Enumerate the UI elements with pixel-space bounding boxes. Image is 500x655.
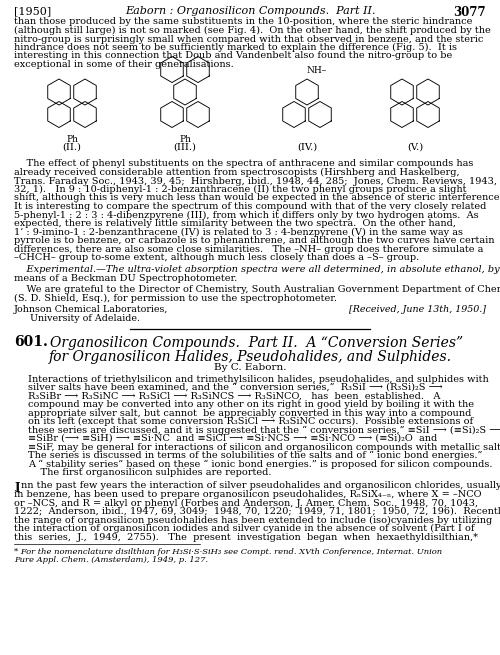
Text: Johnson Chemical Laboratories,: Johnson Chemical Laboratories,: [14, 305, 168, 314]
Text: By C. Eaborn.: By C. Eaborn.: [214, 364, 286, 373]
Text: the interaction of organosilicon iodides and silver cyanide in the absence of so: the interaction of organosilicon iodides…: [14, 524, 474, 533]
Text: 32, 1).   In 9 : 10-diphenyl-1 : 2-benzanthracene (II) the two phenyl groups pro: 32, 1). In 9 : 10-diphenyl-1 : 2-benzant…: [14, 185, 466, 194]
Text: (III.): (III.): [174, 143, 197, 151]
Text: Pure Appl. Chem. (Amsterdam), 1949, p. 127.: Pure Appl. Chem. (Amsterdam), 1949, p. 1…: [14, 555, 208, 563]
Text: already received considerable attention from spectroscopists (Hirshberg and Hask: already received considerable attention …: [14, 168, 460, 177]
Text: It is interesting to compare the spectrum of this compound with that of the very: It is interesting to compare the spectru…: [14, 202, 486, 211]
Text: these series are discussed, and it is suggested that the “ conversion series,” ≡: these series are discussed, and it is su…: [28, 426, 500, 435]
Text: or –NCS, and R = alkyl or phenyl (Forbes and Anderson, J. Amer. Chem. Soc., 1948: or –NCS, and R = alkyl or phenyl (Forbes…: [14, 498, 478, 508]
Text: differences, there are also some close similarities.   The –NH– group does there: differences, there are also some close s…: [14, 244, 484, 253]
Text: ≡SiBr (⟶ ≡SiH) ⟶ ≡Si·NC  and ≡SiCl ⟶ ≡Si·NCS ⟶ ≡Si·NCO ⟶ (≡Si)₂O  and: ≡SiBr (⟶ ≡SiH) ⟶ ≡Si·NC and ≡SiCl ⟶ ≡Si·…: [28, 434, 437, 443]
Text: 5-phenyl-1 : 2 : 3 : 4-dibenzpyrene (III), from which it differs only by two hyd: 5-phenyl-1 : 2 : 3 : 4-dibenzpyrene (III…: [14, 210, 478, 219]
Text: silver salts have been examined, and the “ conversion series,”  R₃SiI ⟶ (R₃Si)₂S: silver salts have been examined, and the…: [28, 383, 442, 392]
Text: expected, there is relatively little similarity between the two spectra.  On the: expected, there is relatively little sim…: [14, 219, 456, 228]
Text: Organosilicon Compounds.  Part II.  A “Conversion Series”: Organosilicon Compounds. Part II. A “Con…: [50, 335, 463, 350]
Text: compound may be converted into any other on its right in good yield by boiling i: compound may be converted into any other…: [28, 400, 474, 409]
Text: means of a Beckman DU Spectrophotometer.: means of a Beckman DU Spectrophotometer.: [14, 274, 237, 283]
Text: on its left (except that some conversion R₃SiCl ⟶ R₃SiNC occurs).  Possible exte: on its left (except that some conversion…: [28, 417, 473, 426]
Text: 1’ : 9-imino-1 : 2-benzanthracene (IV) is related to 3 : 4-benzpyrene (V) in the: 1’ : 9-imino-1 : 2-benzanthracene (IV) i…: [14, 227, 463, 236]
Text: Experimental.—The ultra-violet absorption spectra were all determined, in absolu: Experimental.—The ultra-violet absorptio…: [14, 265, 500, 274]
Text: pyrrole is to benzene, or carbazole is to phenanthrene, and although the two cur: pyrrole is to benzene, or carbazole is t…: [14, 236, 494, 245]
Text: I: I: [14, 481, 20, 495]
Text: University of Adelaide.: University of Adelaide.: [30, 314, 140, 323]
Text: nitro-group is surprisingly small when compared with that observed in benzene, a: nitro-group is surprisingly small when c…: [14, 35, 484, 43]
Text: Eaborn : Organosilicon Compounds.  Part II.: Eaborn : Organosilicon Compounds. Part I…: [125, 6, 375, 16]
Text: Ph: Ph: [179, 134, 191, 143]
Text: R₃SiBr ⟶ R₃SiNC ⟶ R₃SiCl ⟶ R₃SiNCS ⟶ R₃SiNCO,   has  been  established.   A: R₃SiBr ⟶ R₃SiNC ⟶ R₃SiCl ⟶ R₃SiNCS ⟶ R₃S…: [28, 392, 440, 400]
Text: 1222;  Anderson, ibid., 1947, 69, 3049;  1948, 70, 1220;  1949, 71, 1801;  1950,: 1222; Anderson, ibid., 1947, 69, 3049; 1…: [14, 507, 500, 516]
Text: (although still large) is not so marked (see Fig. 4).  On the other hand, the sh: (although still large) is not so marked …: [14, 26, 491, 35]
Text: (S. D. Shield, Esq.), for permission to use the spectrophotometer.: (S. D. Shield, Esq.), for permission to …: [14, 294, 337, 303]
Text: 601.: 601.: [14, 335, 48, 350]
Text: –CHCH– group to-some extent, although much less closely than does a –S– group.: –CHCH– group to-some extent, although mu…: [14, 253, 419, 262]
Text: appropriate silver salt, but cannot  be appreciably converted in this way into a: appropriate silver salt, but cannot be a…: [28, 409, 471, 417]
Text: The first organosilicon sulphides are reported.: The first organosilicon sulphides are re…: [28, 468, 272, 477]
Text: (V.): (V.): [407, 143, 423, 151]
Text: Interactions of triethylsilicon and trimethylsilicon halides, pseudohalides, and: Interactions of triethylsilicon and trim…: [28, 375, 489, 383]
Text: Ph: Ph: [66, 134, 78, 143]
Text: shift, although this is very much less than would be expected in the absence of : shift, although this is very much less t…: [14, 193, 500, 202]
Text: 3077: 3077: [454, 6, 486, 19]
Text: for Organosilicon Halides, Pseudohalides, and Sulphides.: for Organosilicon Halides, Pseudohalides…: [48, 350, 452, 364]
Text: [1950]: [1950]: [14, 6, 52, 16]
Text: The effect of phenyl substituents on the spectra of anthracene and similar compo: The effect of phenyl substituents on the…: [14, 160, 473, 168]
Text: Trans. Faraday Soc., 1943, 39, 45;  Hirshberg, ibid., 1948, 44, 285;  Jones, Che: Trans. Faraday Soc., 1943, 39, 45; Hirsh…: [14, 176, 497, 185]
Text: A “ stability series” based on these “ ionic bond energies.” is proposed for sil: A “ stability series” based on these “ i…: [28, 460, 492, 469]
Text: this  series,  J.,  1949,  2755).   The  present  investigation  began  when  he: this series, J., 1949, 2755). The presen…: [14, 533, 478, 542]
Text: The series is discussed in terms of the solubilities of the salts and of “ ionic: The series is discussed in terms of the …: [28, 451, 482, 460]
Text: interesting in this connection that Doub and Vandenbelt also found the nitro-gro: interesting in this connection that Doub…: [14, 52, 452, 60]
Text: the range of organosilicon pseudohalides has been extended to include (iso)cyani: the range of organosilicon pseudohalides…: [14, 515, 492, 525]
Text: ≡SiF, may be general for interactions of silicon and organosilicon compounds wit: ≡SiF, may be general for interactions of…: [28, 443, 500, 451]
Text: exceptional in some of their generalisations.: exceptional in some of their generalisat…: [14, 60, 234, 69]
Text: than those produced by the same substituents in the 10-position, where the steri: than those produced by the same substitu…: [14, 18, 472, 26]
Text: [Received, June 13th, 1950.]: [Received, June 13th, 1950.]: [349, 305, 486, 314]
Text: * For the nomenclature disilthian for H₃Si·S·SiH₃ see Compt. rend. XVth Conferen: * For the nomenclature disilthian for H₃…: [14, 548, 442, 556]
Text: NH–: NH–: [307, 66, 327, 75]
Text: hindrance does not seem to be sufficiently marked to explain the difference (Fig: hindrance does not seem to be sufficient…: [14, 43, 457, 52]
Text: nn the past few years the interaction of silver pseudohalides and organosilicon : nn the past few years the interaction of…: [21, 481, 500, 491]
Text: in benzene, has been used to prepare organosilicon pseudohalides, RₙSiX₄₋ₙ, wher: in benzene, has been used to prepare org…: [14, 490, 481, 499]
Text: (II.): (II.): [62, 143, 82, 151]
Text: We are grateful to the Director of Chemistry, South Australian Government Depart: We are grateful to the Director of Chemi…: [14, 286, 500, 295]
Text: (IV.): (IV.): [297, 143, 317, 151]
